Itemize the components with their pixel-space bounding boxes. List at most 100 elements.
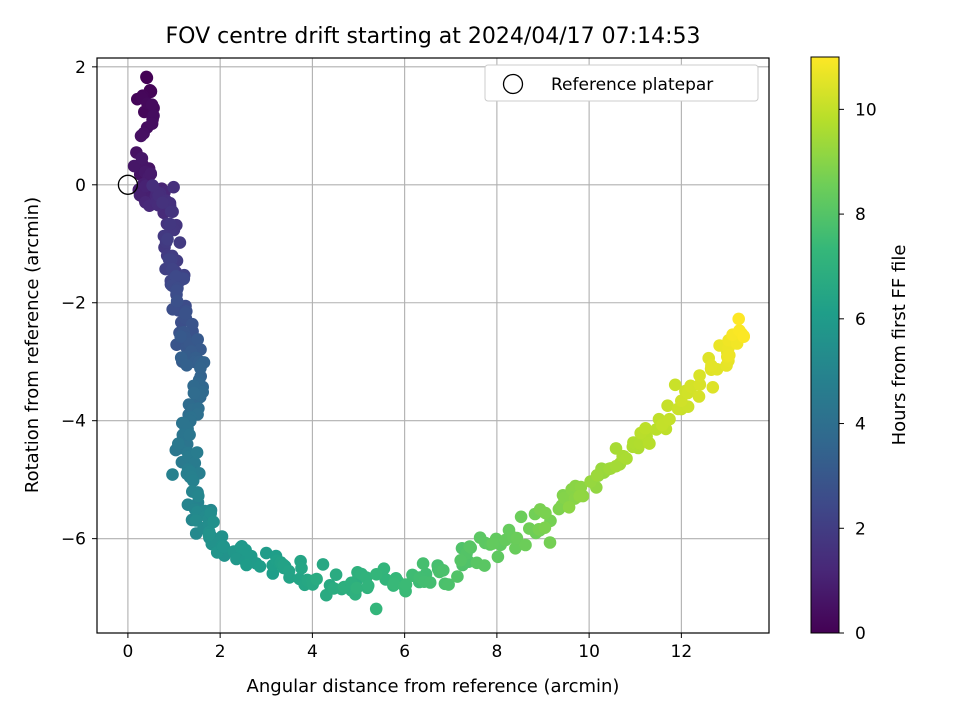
scatter-point bbox=[174, 330, 187, 343]
colorbar-tick-label: 8 bbox=[855, 205, 866, 225]
scatter-point bbox=[166, 205, 179, 218]
x-tick-label: 8 bbox=[491, 642, 502, 662]
x-tick-label: 10 bbox=[578, 642, 600, 662]
scatter-point bbox=[329, 568, 343, 581]
scatter-point bbox=[399, 578, 413, 591]
reference-layer bbox=[117, 174, 139, 195]
x-tick-label: 0 bbox=[122, 642, 133, 662]
scatter-point bbox=[166, 468, 179, 481]
colorbar: 0 2 4 6 8 10 Hours from first FF file bbox=[810, 56, 910, 644]
scatter-point bbox=[163, 217, 177, 231]
scatter-point bbox=[454, 554, 468, 567]
colorbar-ticks: 0 2 4 6 8 10 bbox=[839, 100, 877, 644]
scatter-point bbox=[167, 180, 180, 194]
scatter-point bbox=[370, 568, 383, 581]
scatter-point bbox=[180, 359, 193, 372]
scatter-point bbox=[140, 70, 153, 84]
scatter-point bbox=[510, 531, 524, 545]
scatter-point bbox=[172, 437, 185, 451]
scatter-point bbox=[705, 359, 718, 373]
x-tick-label: 2 bbox=[215, 642, 226, 662]
legend-box bbox=[484, 64, 759, 102]
scatter-point bbox=[316, 558, 330, 571]
scatter-point bbox=[369, 602, 383, 616]
colorbar-gradient bbox=[810, 56, 840, 634]
scatter-point bbox=[437, 564, 450, 577]
scatter-point bbox=[538, 521, 552, 534]
scatter-point bbox=[620, 452, 633, 465]
x-tick-label: 6 bbox=[399, 642, 410, 662]
scatter-point bbox=[519, 538, 532, 552]
scatter-point bbox=[253, 560, 267, 573]
y-axis-label: Rotation from reference (arcmin) bbox=[22, 197, 43, 493]
scatter-point bbox=[543, 536, 557, 549]
scatter-point bbox=[145, 98, 159, 111]
scatter-point bbox=[191, 333, 204, 346]
scatter-point bbox=[170, 284, 183, 298]
colorbar-tick-label: 4 bbox=[855, 415, 866, 435]
colorbar-tick-label: 2 bbox=[855, 519, 866, 539]
scatter-point bbox=[639, 422, 652, 435]
x-tick-label: 4 bbox=[307, 642, 318, 662]
scatter-point bbox=[135, 152, 149, 165]
scatter-point bbox=[463, 540, 477, 553]
scatter-point bbox=[192, 489, 205, 503]
scatter-point bbox=[642, 436, 656, 450]
reference-marker bbox=[117, 174, 139, 195]
scatter-point bbox=[161, 232, 174, 246]
scatter-point bbox=[240, 558, 253, 572]
scatter-point bbox=[127, 159, 141, 173]
scatter-point bbox=[190, 446, 204, 459]
y-tick-label: −4 bbox=[61, 412, 86, 432]
scatter-point bbox=[693, 369, 706, 382]
scatter-point bbox=[692, 390, 706, 403]
scatter-point bbox=[478, 559, 491, 572]
scatter-point bbox=[668, 378, 682, 392]
legend-marker bbox=[502, 73, 524, 95]
scatter-point bbox=[216, 540, 230, 554]
scatter-point bbox=[387, 577, 401, 591]
scatter-point bbox=[202, 528, 216, 542]
x-tick-label: 12 bbox=[671, 642, 693, 662]
scatter-point bbox=[509, 542, 522, 555]
scatter-point bbox=[170, 294, 184, 308]
scatter-point bbox=[523, 522, 536, 535]
scatter-point bbox=[144, 167, 158, 181]
legend: Reference platepar bbox=[484, 64, 759, 102]
scatter-point bbox=[194, 361, 207, 375]
scatter-point bbox=[179, 307, 192, 320]
scatter-point bbox=[173, 236, 187, 249]
colorbar-tick-label: 6 bbox=[855, 310, 866, 330]
scatter-point bbox=[423, 576, 437, 589]
scatter-point bbox=[737, 330, 750, 344]
scatter-point bbox=[156, 196, 169, 209]
scatter-point bbox=[573, 489, 586, 503]
scatter-point bbox=[162, 253, 176, 266]
scatter-point bbox=[514, 510, 528, 524]
scatter-point bbox=[183, 428, 196, 442]
scatter-point bbox=[486, 537, 500, 550]
scatter-point bbox=[609, 459, 623, 473]
scatter-point bbox=[260, 546, 273, 560]
y-tick-label: −2 bbox=[61, 294, 86, 314]
scatter-point bbox=[145, 117, 159, 130]
legend-label: Reference platepar bbox=[551, 75, 713, 95]
scatter-point bbox=[451, 570, 464, 583]
scatter-point bbox=[186, 474, 200, 488]
y-tick-label: 2 bbox=[75, 58, 86, 78]
scatter-point bbox=[706, 381, 720, 394]
scatter-point bbox=[207, 515, 220, 529]
scatter-point bbox=[187, 386, 201, 400]
x-axis-label: Angular distance from reference (arcmin) bbox=[247, 676, 620, 697]
scatter-point bbox=[732, 312, 745, 326]
scatter-point bbox=[442, 578, 455, 591]
scatter-point bbox=[562, 501, 576, 514]
scatter-point bbox=[186, 317, 199, 331]
scatter-point bbox=[350, 581, 364, 595]
scatter-point bbox=[723, 349, 736, 362]
scatter-point bbox=[661, 399, 674, 413]
y-axis-ticks: 2 0 −2 −4 −6 bbox=[61, 58, 97, 550]
x-axis-ticks: 0 2 4 6 8 10 12 bbox=[122, 633, 692, 662]
